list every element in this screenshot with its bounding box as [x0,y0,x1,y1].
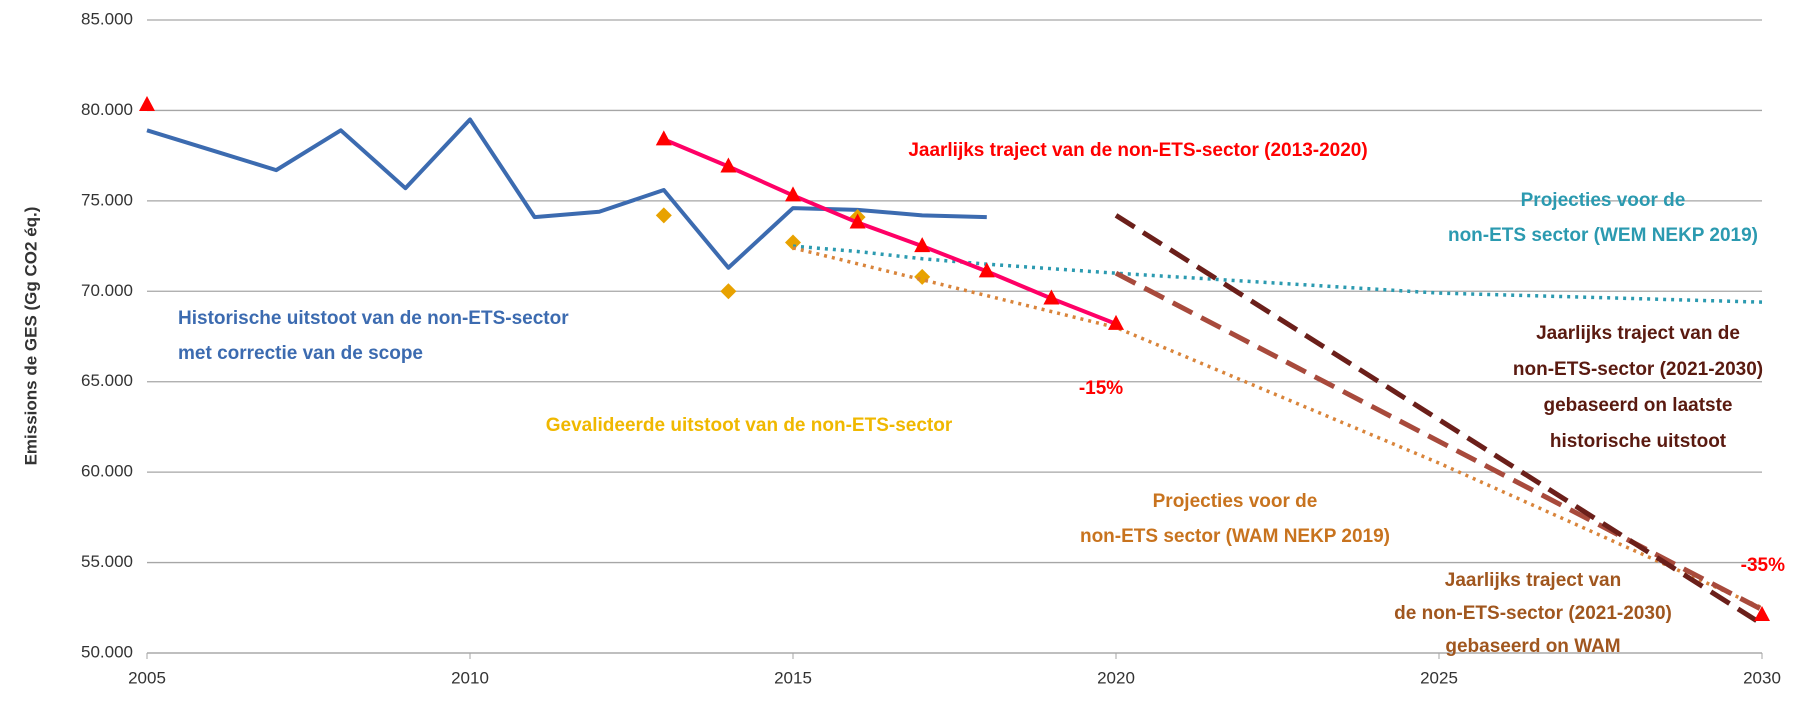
triangle-marker [785,186,801,202]
y-axis-label: Emissions de GES (Gg CO2 éq.) [21,207,40,466]
annotation: met correctie van de scope [178,343,423,364]
annotation: Historische uitstoot van de non-ETS-sect… [178,308,569,329]
annotation: gebaseerd on laatste [1543,395,1732,416]
y-tick-label: 80.000 [81,100,133,119]
y-tick-label: 85.000 [81,9,133,28]
y-tick-label: 55.000 [81,552,133,571]
annotation: historische uitstoot [1550,431,1727,452]
annotation: -35% [1741,555,1785,576]
diamond-marker [785,234,801,251]
series-line [663,137,1117,326]
x-tick-label: 2005 [128,668,166,687]
y-tick-label: 65.000 [81,371,133,390]
x-tick-label: 2010 [451,668,489,687]
triangle-marker [1754,606,1770,622]
annotation: gebaseerd on WAM [1445,636,1620,657]
annotation: -15% [1079,378,1123,399]
x-tick-label: 2030 [1743,668,1781,687]
annotation: Projecties voor de [1153,491,1318,512]
triangle-marker [1108,314,1124,330]
triangle-marker [978,262,995,278]
series-line [1114,270,1764,612]
annotation: non-ETS sector (WEM NEKP 2019) [1448,225,1758,246]
triangle-marker [914,237,931,253]
y-tick-label: 60.000 [81,462,133,481]
x-tick-label: 2015 [774,668,812,687]
diamond-marker [720,283,737,300]
triangle-marker [1043,289,1060,305]
triangle-marker [655,130,672,146]
diamond-marker [914,268,931,285]
annotation: Jaarlijks traject van de non-ETS-sector … [908,140,1367,161]
diamond-marker [655,207,672,224]
y-tick-label: 50.000 [81,642,133,661]
annotation: Jaarlijks traject van [1445,570,1621,591]
series-line [146,117,987,270]
annotation: de non-ETS-sector (2021-2030) [1394,603,1672,624]
x-tick-label: 2025 [1420,668,1458,687]
annotation: Gevalideerde uitstoot van de non-ETS-sec… [546,415,953,436]
annotation: non-ETS-sector (2021-2030) [1513,359,1763,380]
annotation: non-ETS sector (WAM NEKP 2019) [1080,526,1390,547]
y-tick-label: 70.000 [81,281,133,300]
y-tick-label: 75.000 [81,190,133,209]
triangle-marker [720,157,737,173]
annotation: Jaarlijks traject van de [1536,323,1740,344]
triangle-marker [139,96,155,112]
triangle-marker [849,213,866,229]
x-tick-label: 2020 [1097,668,1135,687]
annotation: Projecties voor de [1521,190,1686,211]
